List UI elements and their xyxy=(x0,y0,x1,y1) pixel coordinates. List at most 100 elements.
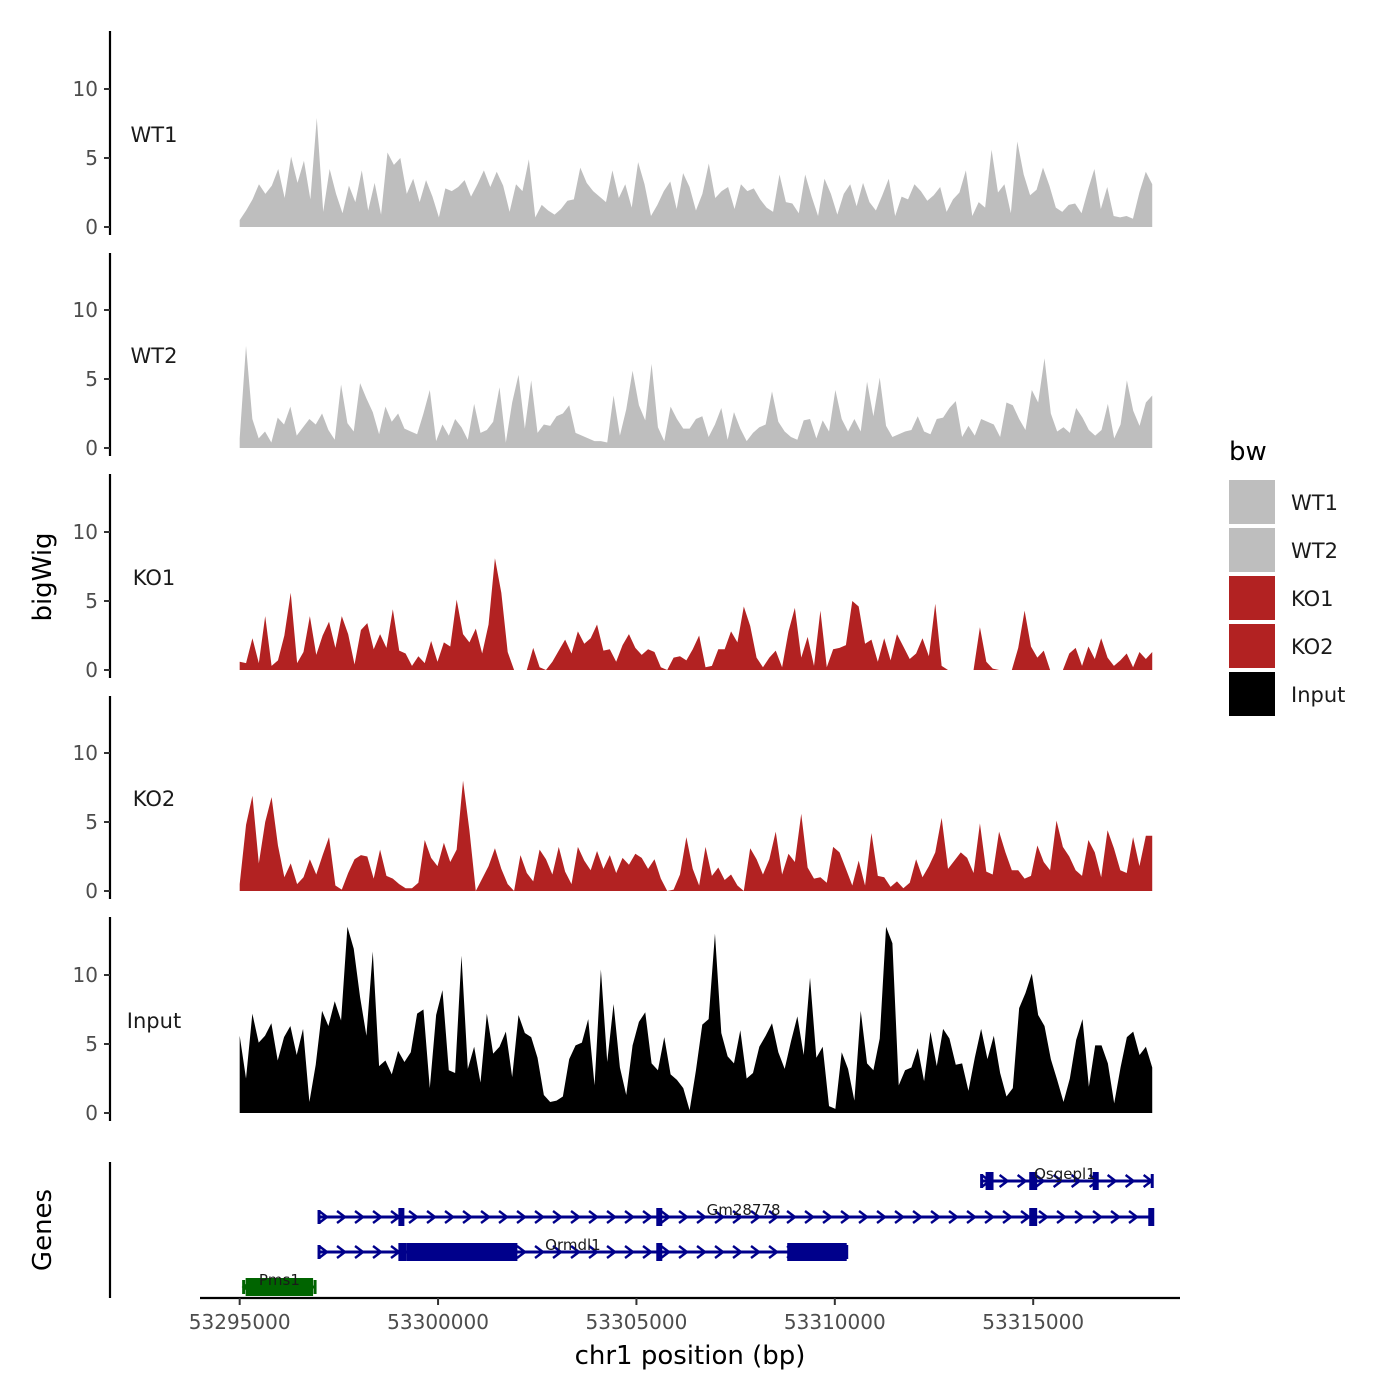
signal-area-input xyxy=(239,926,1153,1113)
exon-osgepl1-1 xyxy=(1029,1172,1038,1190)
strand-arrow-icon xyxy=(678,1210,690,1224)
strand-arrow-icon xyxy=(768,1210,780,1224)
strand-arrow-icon xyxy=(318,1210,330,1224)
y-tick-label-ko1-5: 5 xyxy=(85,589,98,613)
strand-arrow-icon xyxy=(1038,1210,1050,1224)
strand-arrow-icon xyxy=(948,1210,960,1224)
strand-arrow-icon xyxy=(714,1245,726,1259)
legend-label-ko2: KO2 xyxy=(1291,635,1334,659)
strand-arrow-icon xyxy=(1074,1210,1086,1224)
exon-gm28778-0 xyxy=(398,1208,405,1226)
y-tick-label-wt1-10: 10 xyxy=(73,77,98,101)
strand-arrow-icon xyxy=(966,1210,978,1224)
exon-ormdl1-0 xyxy=(398,1243,407,1261)
strand-arrow-icon xyxy=(858,1210,870,1224)
exon-ormdl1-3 xyxy=(787,1243,847,1261)
strand-arrow-icon xyxy=(1092,1210,1104,1224)
strand-arrow-icon xyxy=(912,1210,924,1224)
strand-arrow-icon xyxy=(714,1210,726,1224)
legend-title: bw xyxy=(1229,437,1267,467)
strand-arrow-icon xyxy=(336,1245,348,1259)
track-label-ko1: KO1 xyxy=(133,566,176,590)
strand-arrow-icon xyxy=(336,1210,348,1224)
strand-arrow-icon xyxy=(588,1245,600,1259)
legend-label-input: Input xyxy=(1291,683,1345,707)
strand-arrow-icon xyxy=(894,1210,906,1224)
strand-arrow-icon xyxy=(516,1245,528,1259)
exon-ormdl1-2 xyxy=(656,1243,663,1261)
y-tick-label-ko2-0: 0 xyxy=(85,879,98,903)
gene-gm28778: Gm28778 xyxy=(317,1201,1155,1226)
gene-osgepl1: Osgepl1 xyxy=(980,1165,1154,1190)
y-axis-title: bigWig xyxy=(28,532,58,621)
legend-label-wt1: WT1 xyxy=(1291,491,1338,515)
strand-arrow-icon xyxy=(534,1245,546,1259)
y-tick-label-input-0: 0 xyxy=(85,1101,98,1125)
signal-tracks: 0 5 10 WT1 0 5 10 WT2 0 5 10 KO1 0 5 10 KO2 0 5 10 Input xyxy=(73,31,1153,1125)
strand-arrow-icon xyxy=(876,1210,888,1224)
strand-arrow-icon xyxy=(624,1245,636,1259)
strand-arrow-icon xyxy=(1052,1174,1064,1188)
legend-label-ko1: KO1 xyxy=(1291,587,1334,611)
signal-area-wt1 xyxy=(239,117,1153,227)
y-tick-label-wt2-5: 5 xyxy=(85,367,98,391)
strand-arrow-icon xyxy=(354,1210,366,1224)
track-input: 0 5 10 Input xyxy=(73,917,1153,1125)
gene-label-gm28778: Gm28778 xyxy=(707,1201,781,1219)
strand-arrow-icon xyxy=(606,1210,618,1224)
strand-arrow-icon xyxy=(426,1210,438,1224)
y-tick-label-ko2-10: 10 xyxy=(73,741,98,765)
strand-arrow-icon xyxy=(516,1210,528,1224)
strand-arrow-icon xyxy=(1056,1210,1068,1224)
x-tick-label-53305000: 53305000 xyxy=(586,1310,688,1334)
strand-arrow-icon xyxy=(642,1210,654,1224)
strand-arrow-icon xyxy=(984,1210,996,1224)
strand-arrow-icon xyxy=(624,1210,636,1224)
strand-arrow-icon xyxy=(372,1245,384,1259)
strand-arrow-icon xyxy=(570,1210,582,1224)
strand-arrow-icon xyxy=(408,1210,420,1224)
track-label-wt1: WT1 xyxy=(131,123,178,147)
exon-gm28778-1 xyxy=(656,1208,663,1226)
exon-gm28778-3 xyxy=(1148,1208,1155,1226)
strand-arrow-icon xyxy=(732,1210,744,1224)
legend: bw WT1 WT2 KO1 KO2 Input xyxy=(1229,437,1345,716)
signal-area-ko1 xyxy=(239,558,1153,670)
legend-swatch-ko2 xyxy=(1229,624,1275,668)
strand-arrow-icon xyxy=(1034,1174,1046,1188)
strand-arrow-icon xyxy=(1128,1210,1140,1224)
y-tick-label-wt1-5: 5 xyxy=(85,146,98,170)
x-tick-label-53310000: 53310000 xyxy=(784,1310,886,1334)
track-label-ko2: KO2 xyxy=(133,787,176,811)
gene-ormdl1: Ormdl1 xyxy=(317,1236,849,1261)
strand-arrow-icon xyxy=(444,1210,456,1224)
gene-label-osgepl1: Osgepl1 xyxy=(1034,1165,1096,1183)
strand-arrow-icon xyxy=(750,1245,762,1259)
y-tick-label-wt2-0: 0 xyxy=(85,436,98,460)
strand-arrow-icon xyxy=(822,1210,834,1224)
strand-arrow-icon xyxy=(930,1210,942,1224)
exon-osgepl1-0 xyxy=(985,1172,994,1190)
gene-pms1: Pms1 xyxy=(241,1271,317,1296)
strand-arrow-icon xyxy=(840,1210,852,1224)
x-tick-label-53295000: 53295000 xyxy=(189,1310,291,1334)
strand-arrow-icon xyxy=(462,1210,474,1224)
legend-swatch-wt1 xyxy=(1229,480,1275,524)
strand-arrow-icon xyxy=(480,1210,492,1224)
exon-ormdl1-1 xyxy=(406,1243,518,1261)
strand-arrow-icon xyxy=(642,1245,654,1259)
track-label-input: Input xyxy=(127,1009,181,1033)
x-tick-label-53315000: 53315000 xyxy=(982,1310,1084,1334)
track-ko2: 0 5 10 KO2 xyxy=(73,696,1153,903)
strand-arrow-icon xyxy=(998,1174,1010,1188)
y-tick-label-input-5: 5 xyxy=(85,1032,98,1056)
strand-arrow-icon xyxy=(660,1245,672,1259)
strand-arrow-icon xyxy=(804,1210,816,1224)
strand-arrow-icon xyxy=(372,1210,384,1224)
strand-arrow-icon xyxy=(588,1210,600,1224)
strand-arrow-icon xyxy=(1106,1174,1118,1188)
strand-arrow-icon xyxy=(354,1245,366,1259)
strand-arrow-icon xyxy=(660,1210,672,1224)
legend-swatch-wt2 xyxy=(1229,528,1275,572)
y-tick-label-wt1-0: 0 xyxy=(85,215,98,239)
